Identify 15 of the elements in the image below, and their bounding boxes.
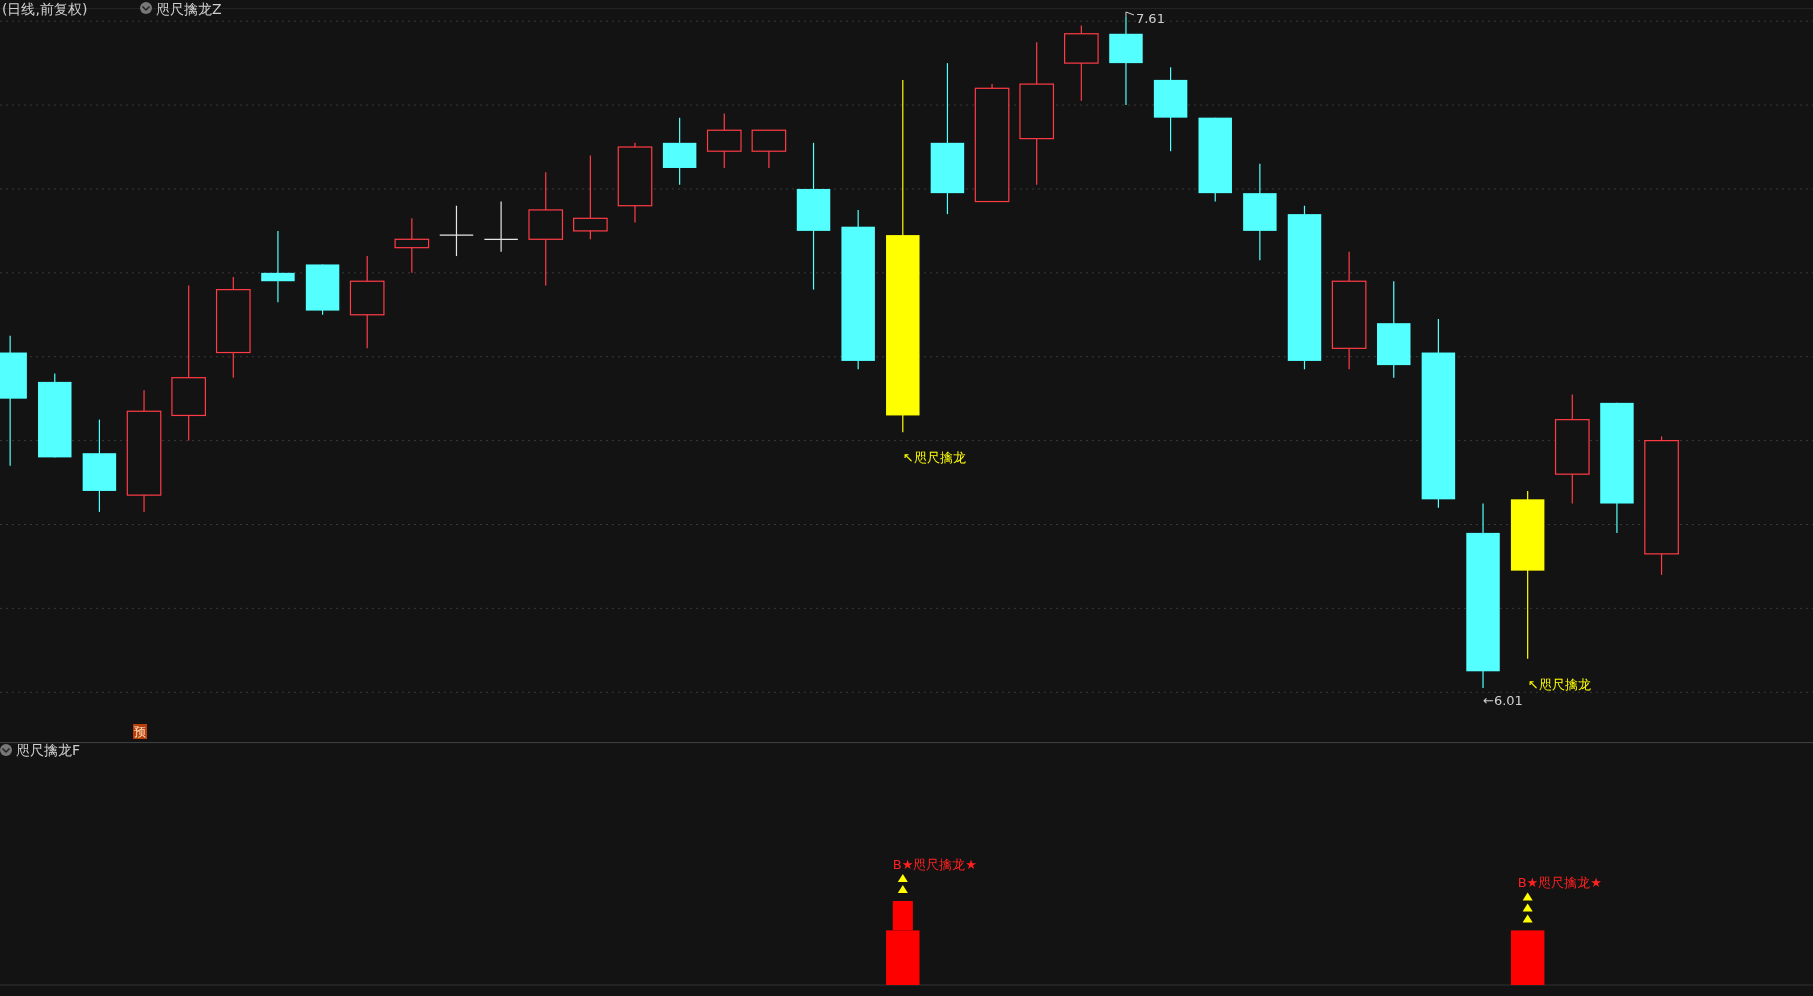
chart-subtitle: 咫尺擒龙Z: [156, 1, 222, 17]
candlestick: [483, 200, 519, 253]
candlestick: [261, 230, 295, 303]
annotation: ↖咫尺擒龙: [1527, 676, 1591, 692]
annotation: 预: [134, 725, 147, 739]
candlestick: [394, 217, 430, 274]
annotation: ↖咫尺擒龙: [902, 450, 966, 466]
chart-title: (日线,前复权): [2, 1, 88, 17]
annotation: 7.61: [1135, 10, 1165, 26]
candlestick: [573, 154, 608, 240]
chart-title: 咫尺擒龙F: [16, 742, 81, 758]
text: B★咫尺擒龙★: [892, 857, 978, 872]
annotation: ←6.01: [1483, 693, 1523, 709]
text: B★咫尺擒龙★: [1517, 875, 1602, 891]
candlestick: [439, 205, 474, 257]
